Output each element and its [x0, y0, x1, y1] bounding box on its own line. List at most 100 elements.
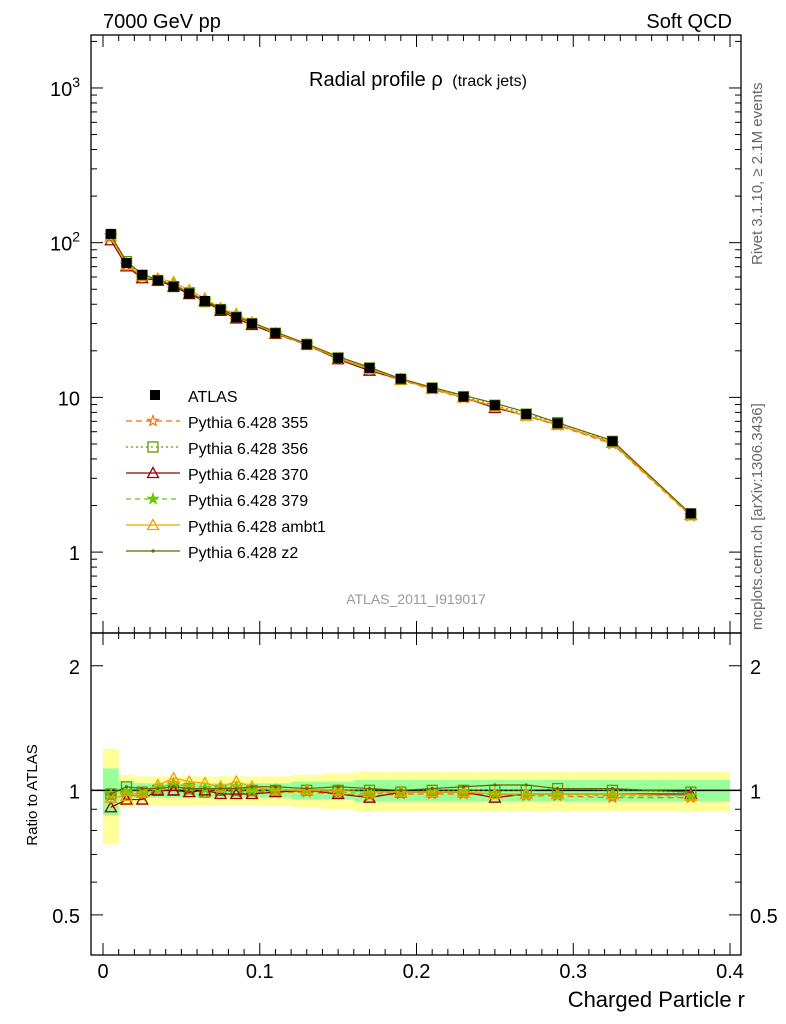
- data-point: [489, 400, 500, 411]
- ratio-y-tick-label-right: 2: [750, 657, 761, 679]
- ratio-series-marker: [684, 788, 698, 801]
- data-point: [521, 409, 532, 420]
- ratio-series-marker: [124, 785, 129, 789]
- ratio-series-marker: [456, 785, 471, 798]
- chart-title-main: Radial profile ρ: [309, 69, 443, 91]
- legend-label: Pythia 6.428 z2: [188, 545, 298, 562]
- main-series-line: [110, 236, 692, 516]
- ratio-series-marker: [555, 786, 560, 791]
- data-point: [184, 288, 195, 299]
- ratio-series-marker: [519, 787, 533, 800]
- ratio-series-marker: [218, 786, 223, 791]
- ratio-y-tick-label: 0.5: [52, 906, 80, 928]
- legend: ATLAS Pythia 6.428 355 Pythia 6.428 356 Pyt…: [126, 389, 326, 562]
- ratio-series-marker: [135, 792, 149, 805]
- ratio-series-marker: [171, 785, 176, 789]
- main-y-axis: 1 10 102 103: [50, 40, 741, 634]
- ratio-series-marker: [187, 786, 191, 791]
- ratio-series-marker: [524, 783, 528, 787]
- y-tick-label: 1: [69, 543, 80, 565]
- legend-marker: [146, 518, 160, 531]
- chart-title-suffix: (track jets): [452, 73, 527, 90]
- uncertainty-bands: [103, 748, 730, 845]
- legend-label: Pythia 6.428 370: [188, 467, 308, 484]
- ratio-series-line: [110, 784, 691, 799]
- data-point: [215, 304, 226, 315]
- data-point: [458, 391, 469, 402]
- ratio-series-marker: [461, 785, 466, 789]
- mcplots-label: mcplots.cern.ch [arXiv:1306.3436]: [749, 403, 766, 630]
- main-series-line: [110, 234, 692, 516]
- header-right: Soft QCD: [646, 11, 732, 33]
- legend-item: Pythia 6.428 ambt1: [126, 518, 326, 536]
- ratio-series-marker: [605, 787, 620, 800]
- main-series-line: [110, 234, 692, 515]
- ratio-y-tick-label: 2: [69, 657, 80, 679]
- ratio-series-marker: [156, 786, 160, 791]
- legend-item-data: ATLAS: [150, 389, 238, 406]
- ratio-y-tick-label-right: 1: [750, 781, 761, 803]
- ratio-series-marker: [166, 783, 181, 796]
- ratio-y-tick-label: 1: [69, 781, 80, 803]
- ratio-ylabel: Ratio to ATLAS: [24, 744, 41, 845]
- legend-marker: [146, 413, 160, 427]
- ratio-series-marker: [336, 785, 340, 789]
- x-tick-label: 0.1: [246, 961, 274, 983]
- ratio-series-marker: [367, 786, 372, 791]
- ratio-series-marker: [109, 792, 113, 796]
- ratio-series-marker: [182, 785, 196, 798]
- y-tick-label: 102: [50, 229, 80, 256]
- legend-item: Pythia 6.428 370: [126, 466, 308, 484]
- legend-item: Pythia 6.428 379: [126, 491, 308, 510]
- legend-label: Pythia 6.428 355: [188, 415, 308, 432]
- ratio-series-marker: [140, 786, 144, 791]
- data-point: [105, 228, 116, 239]
- data-point: [246, 318, 257, 329]
- ratio-series-marker: [331, 783, 345, 796]
- ratio-series-line: [110, 784, 691, 795]
- data-point: [270, 328, 281, 339]
- ratio-series-marker: [273, 785, 278, 789]
- main-panel: 1 10 102 103: [50, 34, 742, 634]
- ratio-series-marker: [213, 779, 228, 792]
- rivet-label: Rivet 3.1.10, ≥ 2.1M events: [749, 83, 766, 266]
- ratio-series-ambt1: [104, 771, 698, 803]
- x-tick-label: 0.2: [403, 961, 431, 983]
- legend-item: Pythia 6.428 356: [126, 441, 308, 458]
- ratio-series-marker: [493, 783, 497, 787]
- data-point: [364, 362, 375, 373]
- data-point: [427, 383, 438, 394]
- ratio-series-marker: [119, 792, 134, 805]
- ratio-y-tick-label-right: 0.5: [750, 906, 778, 928]
- ratio-series-marker: [305, 786, 309, 791]
- data-point: [333, 352, 344, 363]
- ratio-series-marker: [430, 786, 434, 791]
- ratio-series-marker: [488, 787, 502, 800]
- main-frame: [90, 34, 742, 634]
- data-point: [607, 436, 618, 447]
- ratio-series-marker: [135, 785, 149, 798]
- data-point: [137, 269, 148, 280]
- data-point: [552, 418, 563, 429]
- ratio-panel: 0.5 0.5 1 1 2 2 0 0.1 0.2 0.3 0.4: [52, 35, 778, 983]
- legend-item: Pythia 6.428 z2: [126, 545, 298, 562]
- ratio-series-marker: [229, 787, 243, 800]
- legend-marker: [146, 466, 160, 479]
- analysis-label: ATLAS_2011_I919017: [346, 591, 486, 607]
- legend-label: Pythia 6.428 379: [188, 493, 308, 510]
- x-axis-label: Charged Particle r: [568, 987, 745, 1012]
- legend-label: Pythia 6.428 ambt1: [188, 519, 326, 536]
- legend-label: Pythia 6.428 356: [188, 441, 308, 458]
- x-tick-label: 0.4: [716, 961, 744, 983]
- ratio-series-marker: [104, 800, 118, 813]
- legend-marker: [150, 390, 160, 400]
- data-point: [121, 257, 132, 268]
- ratio-series-marker: [203, 786, 207, 791]
- ratio-series-line: [110, 777, 691, 799]
- x-tick-label: 0.3: [559, 961, 587, 983]
- chart-title: Radial profile ρ (track jets): [309, 69, 527, 91]
- ratio-series-marker: [104, 790, 118, 803]
- ratio-series-marker: [213, 787, 228, 800]
- legend-marker: [151, 549, 155, 553]
